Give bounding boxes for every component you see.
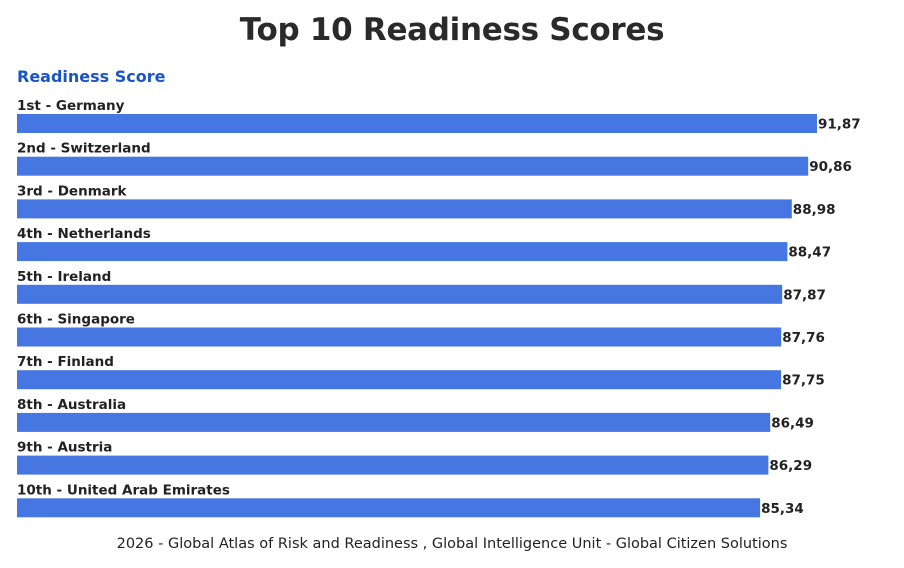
data-label: 87,76 bbox=[782, 330, 825, 346]
data-label: 88,47 bbox=[788, 245, 831, 261]
bar bbox=[17, 156, 809, 176]
bar bbox=[17, 114, 817, 133]
data-label: 87,87 bbox=[783, 287, 826, 303]
category-label: 8th - Australia bbox=[17, 397, 126, 413]
bar bbox=[17, 284, 783, 304]
bar bbox=[17, 242, 788, 262]
category-label: 5th - Ireland bbox=[17, 269, 111, 285]
data-label: 88,98 bbox=[793, 202, 836, 218]
category-label: 2nd - Switzerland bbox=[17, 141, 151, 157]
data-label: 86,29 bbox=[769, 458, 812, 474]
category-label: 4th - Netherlands bbox=[17, 226, 151, 242]
bar bbox=[17, 199, 792, 219]
source-caption: 2026 - Global Atlas of Risk and Readines… bbox=[116, 536, 788, 552]
bar bbox=[17, 455, 769, 475]
data-label: 91,87 bbox=[818, 117, 861, 133]
category-label: 3rd - Denmark bbox=[17, 183, 128, 199]
data-label: 85,34 bbox=[761, 501, 804, 517]
bar bbox=[17, 412, 771, 432]
data-label: 87,75 bbox=[782, 373, 825, 389]
bar bbox=[17, 327, 782, 347]
data-label: 90,86 bbox=[809, 159, 852, 175]
category-label: 6th - Singapore bbox=[17, 312, 135, 328]
bar bbox=[17, 370, 782, 390]
category-label: 1st - Germany bbox=[17, 98, 125, 114]
chart-title: Top 10 Readiness Scores bbox=[239, 12, 665, 48]
category-label: 7th - Finland bbox=[17, 354, 114, 370]
data-label: 86,49 bbox=[771, 415, 814, 431]
category-label: 9th - Austria bbox=[17, 440, 112, 456]
category-label: 10th - United Arab Emirates bbox=[17, 482, 230, 498]
bar bbox=[17, 498, 761, 518]
series-label: Readiness Score bbox=[17, 67, 166, 86]
